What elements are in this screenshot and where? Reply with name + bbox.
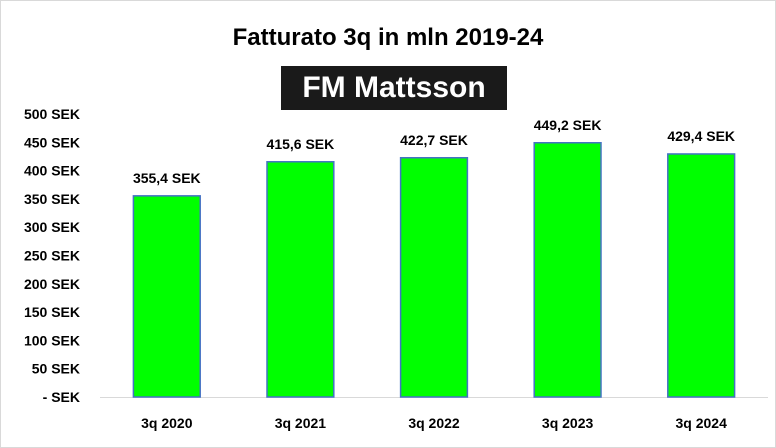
y-tick-label: 400 SEK: [24, 163, 80, 179]
y-tick-label: 150 SEK: [24, 304, 80, 320]
bar: [266, 161, 335, 398]
x-tick-label: 3q 2024: [676, 415, 728, 431]
data-label: 422,7 SEK: [400, 132, 468, 148]
y-axis-ticks: - SEK 50 SEK 100 SEK 150 SEK 200 SEK 250 SEK 3…: [24, 106, 80, 405]
x-tick-label: 3q 2023: [542, 415, 594, 431]
y-tick-label: 100 SEK: [24, 332, 80, 348]
data-labels: 355,4 SEK 415,6 SEK 422,7 SEK 449,2 SEK 429,…: [133, 117, 735, 186]
data-label: 429,4 SEK: [667, 128, 735, 144]
bar: [399, 157, 469, 398]
bar: [667, 153, 736, 398]
y-tick-label: 500 SEK: [24, 106, 80, 122]
y-tick-label: 50 SEK: [32, 361, 80, 377]
y-tick-label: 200 SEK: [24, 276, 80, 292]
data-label: 449,2 SEK: [534, 117, 602, 133]
brand-logo: FM Mattsson: [281, 66, 507, 110]
x-axis-ticks: 3q 2020 3q 2021 3q 2022 3q 2023 3q 2024: [141, 415, 727, 431]
data-label: 415,6 SEK: [267, 136, 335, 152]
y-tick-label: 250 SEK: [24, 248, 80, 264]
x-tick-label: 3q 2020: [141, 415, 193, 431]
bar: [132, 195, 201, 398]
bar: [533, 142, 602, 398]
bars: [132, 142, 736, 398]
x-tick-label: 3q 2021: [275, 415, 327, 431]
data-label: 355,4 SEK: [133, 170, 201, 186]
x-tick-label: 3q 2022: [408, 415, 460, 431]
y-tick-label: 450 SEK: [24, 134, 80, 150]
y-tick-label: 350 SEK: [24, 191, 80, 207]
y-tick-label: 300 SEK: [24, 219, 80, 235]
y-tick-label: - SEK: [43, 389, 80, 405]
chart-title: Fatturato 3q in mln 2019-24: [232, 24, 544, 51]
